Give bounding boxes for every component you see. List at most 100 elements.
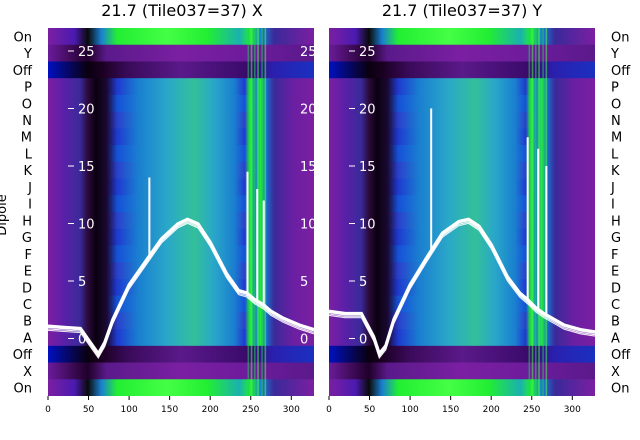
y-tick-label: 0 (78, 333, 86, 348)
y-tick-label: 10 (359, 218, 376, 233)
rfi-streak (264, 28, 267, 396)
dipole-label: M (611, 131, 622, 146)
rfi-streak (531, 28, 534, 396)
dipole-label: N (22, 114, 32, 129)
x-tick-label: 250 (523, 405, 540, 415)
y-tick-label-secondary: 0 (300, 333, 308, 348)
dipole-label: P (611, 81, 619, 96)
y-tick-label-secondary: 10 (300, 218, 317, 233)
y-tick-label: 20 (359, 103, 376, 118)
y-tick-label-secondary: 5 (300, 275, 308, 290)
dipole-label: Off (13, 64, 33, 79)
dipole-label: G (22, 231, 32, 246)
dipole-label: E (611, 265, 619, 280)
dipole-label: A (611, 331, 620, 346)
heatmap-row (48, 28, 314, 46)
dipole-label: I (28, 198, 32, 213)
x-tick-label: 300 (283, 405, 300, 415)
heatmap-row (48, 128, 314, 146)
dipole-label: C (23, 298, 32, 313)
dipole-label: P (24, 81, 32, 96)
dipole-label: On (14, 30, 32, 45)
power-line (48, 222, 314, 360)
dipole-label: D (611, 281, 621, 296)
x-tick-label: 150 (442, 405, 459, 415)
dipole-label: F (25, 248, 32, 263)
heatmap-row (48, 195, 314, 213)
dipole-label: X (611, 365, 620, 380)
x-tick-label: 150 (161, 405, 178, 415)
rfi-streak (528, 28, 531, 396)
rfi-streak (534, 28, 537, 396)
heatmap-row (48, 295, 314, 313)
dipole-label: H (22, 214, 32, 229)
dipole-label: J (27, 181, 32, 196)
heatmap-row (329, 178, 595, 196)
y-tick-label: 5 (359, 275, 367, 290)
y-tick-label-secondary: 15 (300, 160, 317, 175)
chart-title-x: 21.7 (Tile037=37) X (101, 1, 263, 20)
heatmap-row (329, 262, 595, 280)
heatmap-row (329, 362, 595, 380)
heatmap-row (329, 128, 595, 146)
dipole-label: O (611, 97, 621, 112)
dipole-label: L (25, 147, 33, 162)
x-tick-label: 200 (483, 405, 500, 415)
dipole-label: Off (611, 64, 631, 79)
heatmap-row (329, 379, 595, 396)
dipole-label: K (611, 164, 620, 179)
heatmap-row (329, 61, 595, 79)
heatmap-row (48, 178, 314, 196)
dipole-label: B (23, 315, 32, 330)
dipole-label: K (23, 164, 32, 179)
dipole-label: X (23, 365, 32, 380)
y-tick-label: 10 (78, 218, 95, 233)
power-line (48, 221, 314, 358)
dipole-label: E (24, 265, 32, 280)
y-axis-label: Dipole (0, 194, 10, 235)
dipole-label: H (611, 214, 621, 229)
x-tick-label: 50 (83, 405, 95, 415)
heatmap-row (329, 295, 595, 313)
power-line (48, 219, 314, 357)
dipole-label: G (611, 231, 621, 246)
y-tick-label-secondary: 20 (300, 103, 317, 118)
dipole-label: O (22, 97, 32, 112)
heatmap-row (329, 78, 595, 96)
rfi-streak (261, 28, 263, 396)
power-line (329, 222, 595, 360)
dipole-label: I (611, 198, 615, 213)
heatmap-row (48, 245, 314, 263)
x-tick-label: 0 (45, 405, 51, 415)
dipole-label: On (611, 30, 629, 45)
dipole-label: F (611, 248, 618, 263)
heatmap-row (48, 78, 314, 96)
y-tick-label: 25 (359, 45, 376, 60)
heatmap-row (48, 379, 314, 396)
y-tick-label-secondary: 25 (300, 45, 317, 60)
heatmap-row (48, 345, 314, 364)
rfi-streak (253, 28, 256, 396)
dipole-label: A (23, 331, 32, 346)
dipole-label: L (611, 147, 619, 162)
y-tick-label: 5 (78, 275, 86, 290)
dipole-label: Off (13, 348, 33, 363)
rfi-streak (542, 28, 544, 396)
y-tick-label: 15 (78, 160, 95, 175)
heatmap-row (329, 278, 595, 297)
dipole-label: C (611, 298, 620, 313)
x-tick-label: 0 (326, 405, 332, 415)
dipole-label: N (611, 114, 621, 129)
heatmap-row (329, 245, 595, 263)
x-tick-label: 250 (242, 405, 259, 415)
dipole-label: B (611, 315, 620, 330)
rfi-streak (250, 28, 253, 396)
dipole-label: On (611, 382, 629, 397)
dipole-label: On (14, 382, 32, 397)
power-line (48, 217, 314, 357)
y-tick-label: 20 (78, 103, 95, 118)
heatmap-row (48, 61, 314, 79)
heatmap-row (329, 195, 595, 213)
